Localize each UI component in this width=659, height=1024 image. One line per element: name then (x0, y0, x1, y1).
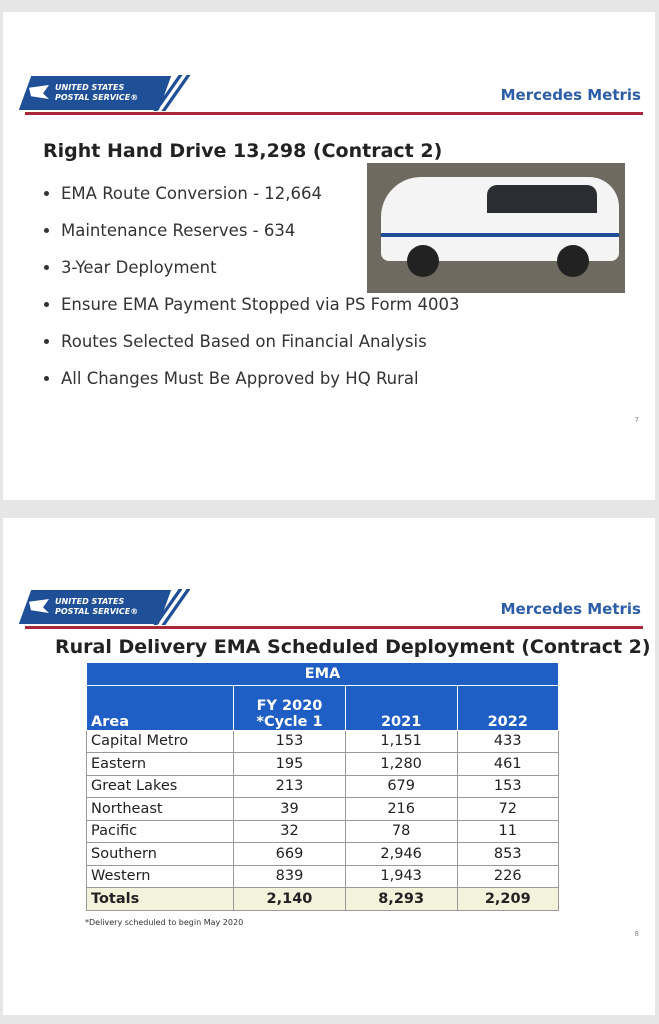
cell: 1,943 (344, 864, 458, 888)
data-table: EMA Area FY 2020 *Cycle 1 2021 2022 Capital Me… (85, 662, 560, 911)
divider (25, 626, 643, 629)
table-row: Capital Metro 153 1,151 433 (85, 729, 560, 753)
cell: 39 (233, 797, 346, 821)
cell: 213 (233, 774, 346, 798)
slide-title: Right Hand Drive 13,298 (Contract 2) (43, 140, 443, 162)
table-row: Northeast 39 216 72 (85, 797, 560, 821)
page-number: 8 (634, 930, 639, 938)
column-header: Area FY 2020 *Cycle 1 2021 2022 (85, 684, 560, 731)
van-wheel (557, 245, 589, 277)
logo-text: POSTAL SERVICE® (55, 93, 139, 102)
cell: 226 (456, 864, 560, 888)
column-header-cell: Area (85, 684, 235, 731)
bullet: All Changes Must Be Approved by HQ Rural (61, 368, 459, 405)
totals-row: Totals 2,140 8,293 2,209 (85, 887, 560, 911)
cell: 679 (344, 774, 458, 798)
logo-text: UNITED STATES (55, 597, 125, 606)
cell: 461 (456, 752, 560, 776)
table-row: Great Lakes 213 679 153 (85, 774, 560, 798)
slide-title: Rural Delivery EMA Scheduled Deployment … (55, 636, 651, 658)
eagle-icon (29, 85, 49, 99)
table-row: Pacific 32 78 11 (85, 819, 560, 843)
cell: Pacific (85, 819, 235, 843)
eagle-icon (29, 599, 49, 613)
table-row: Eastern 195 1,280 461 (85, 752, 560, 776)
slide: UNITED STATES POSTAL SERVICE® Mercedes Met… (3, 518, 655, 1015)
logo-text: POSTAL SERVICE® (55, 607, 139, 616)
cell: 2,946 (344, 842, 458, 866)
header-line: *Cycle 1 (256, 713, 323, 730)
cell: 72 (456, 797, 560, 821)
cell: 433 (456, 729, 560, 753)
slide: UNITED STATES POSTAL SERVICE® Mercedes Met… (3, 12, 655, 500)
van-window (487, 185, 597, 213)
van-wheel (407, 245, 439, 277)
cell: Capital Metro (85, 729, 235, 753)
cell: 853 (456, 842, 560, 866)
bullet: Ensure EMA Payment Stopped via PS Form 4… (61, 294, 459, 331)
column-header-cell: FY 2020 *Cycle 1 (233, 684, 346, 731)
table-row: Western 839 1,943 226 (85, 864, 560, 888)
cell: 1,280 (344, 752, 458, 776)
footnote: *Delivery scheduled to begin May 2020 (85, 918, 244, 927)
cell: Totals (85, 887, 235, 911)
group-header: EMA (86, 662, 559, 686)
van-photo (367, 163, 625, 293)
cell: Eastern (85, 752, 235, 776)
van-stripe (381, 233, 619, 237)
cell: Southern (85, 842, 235, 866)
bullet: 3-Year Deployment (61, 257, 459, 294)
divider (25, 112, 643, 115)
cell: 32 (233, 819, 346, 843)
brand: Mercedes Metris (500, 86, 641, 104)
cell: Northeast (85, 797, 235, 821)
bullet: Maintenance Reserves - 634 (61, 220, 459, 257)
cell: 839 (233, 864, 346, 888)
cell: 2,209 (456, 887, 560, 911)
bullet-list: EMA Route Conversion - 12,664Maintenance… (43, 183, 459, 405)
cell: 8,293 (344, 887, 458, 911)
brand: Mercedes Metris (500, 600, 641, 618)
cell: 153 (456, 774, 560, 798)
column-header-cell: 2022 (456, 684, 560, 731)
bullet: EMA Route Conversion - 12,664 (61, 183, 459, 220)
cell: 78 (344, 819, 458, 843)
cell: 195 (233, 752, 346, 776)
header-line: 2022 (487, 713, 528, 730)
cell: Western (85, 864, 235, 888)
cell: 11 (456, 819, 560, 843)
page-number: 7 (634, 416, 639, 424)
bullet: Routes Selected Based on Financial Analy… (61, 331, 459, 368)
cell: 153 (233, 729, 346, 753)
column-header-cell: 2021 (344, 684, 458, 731)
table-row: Southern 669 2,946 853 (85, 842, 560, 866)
logo-text: UNITED STATES (55, 83, 125, 92)
header-line: FY 2020 (256, 697, 323, 714)
cell: Great Lakes (85, 774, 235, 798)
group-header-cell: EMA (86, 662, 559, 686)
cell: 2,140 (233, 887, 346, 911)
header-line: Area (91, 713, 129, 730)
header-line: 2021 (380, 713, 422, 730)
cell: 669 (233, 842, 346, 866)
cell: 1,151 (344, 729, 458, 753)
cell: 216 (344, 797, 458, 821)
